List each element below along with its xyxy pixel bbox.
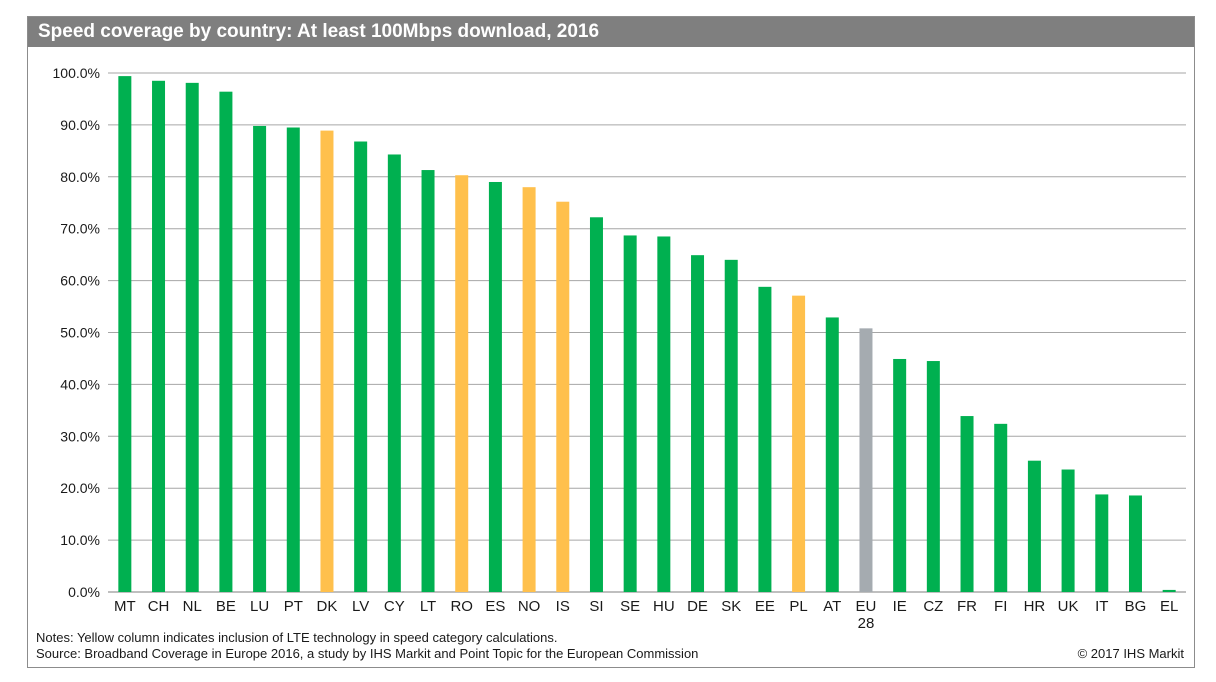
bar-fr	[960, 416, 974, 592]
x-tick-label: DK	[317, 598, 338, 615]
bar-cz	[926, 361, 940, 592]
x-tick-label: CY	[384, 598, 405, 615]
bar-dk	[320, 130, 334, 593]
y-tick-label: 40.0%	[60, 376, 100, 392]
x-tick-label: BG	[1125, 598, 1147, 615]
x-tick-label: IS	[556, 598, 570, 615]
bar-be	[219, 91, 233, 593]
bar-ro	[455, 175, 469, 593]
chart-notes: Notes: Yellow column indicates inclusion…	[36, 630, 698, 662]
bar-hr	[1027, 460, 1041, 592]
chart-title: Speed coverage by country: At least 100M…	[28, 17, 1194, 47]
chart-frame: Speed coverage by country: At least 100M…	[27, 16, 1195, 668]
x-tick-label: CZ	[923, 598, 943, 615]
x-tick-label: RO	[450, 598, 473, 615]
y-tick-label: 70.0%	[60, 221, 100, 237]
bar-hu	[657, 236, 671, 593]
bar-se	[623, 235, 637, 592]
bar-at	[825, 317, 839, 592]
x-tick-label: FR	[957, 598, 977, 615]
x-tick-label: LU	[250, 598, 269, 615]
y-tick-label: 80.0%	[60, 169, 100, 185]
bar-de	[691, 255, 705, 593]
x-tick-label: MT	[114, 598, 136, 615]
x-tick-label: EE	[755, 598, 775, 615]
bar-pl	[792, 295, 806, 592]
x-tick-label: UK	[1058, 598, 1079, 615]
y-tick-label: 0.0%	[68, 584, 100, 600]
bar-si	[589, 217, 603, 592]
y-tick-label: 60.0%	[60, 273, 100, 289]
bar-el	[1162, 589, 1176, 592]
x-tick-label: NO	[518, 598, 541, 615]
x-tick-label: IE	[893, 598, 907, 615]
bar-eu-28	[859, 328, 873, 592]
y-tick-label: 90.0%	[60, 117, 100, 133]
x-tick-label: CH	[148, 598, 170, 615]
x-tick-label: SK	[721, 598, 741, 615]
bar-is	[556, 201, 570, 592]
y-tick-label: 30.0%	[60, 428, 100, 444]
x-tick-label: PT	[284, 598, 303, 615]
x-tick-label: EU	[856, 598, 877, 615]
bar-uk	[1061, 469, 1075, 592]
x-tick-label: PL	[789, 598, 807, 615]
bar-chart: 0.0% 10.0% 20.0% 30.0% 40.0% 50.0% 60.0% 70.0% 8…	[53, 65, 1186, 632]
x-tick-label: SI	[589, 598, 603, 615]
bar-ch	[152, 80, 166, 592]
y-tick-label: 10.0%	[60, 532, 100, 548]
notes-line: Notes: Yellow column indicates inclusion…	[36, 630, 558, 645]
bar-ee	[758, 286, 772, 592]
bar-nl	[185, 82, 199, 593]
bar-cy	[387, 154, 401, 593]
x-tick-label: FI	[994, 598, 1007, 615]
x-tick-label: ES	[485, 598, 505, 615]
x-tick-label: LV	[352, 598, 369, 615]
y-tick-label: 20.0%	[60, 480, 100, 496]
x-tick-label: LT	[420, 598, 436, 615]
bar-lt	[421, 170, 435, 593]
bar-bg	[1128, 495, 1142, 592]
x-tick-label: DE	[687, 598, 708, 615]
x-tick-label: AT	[823, 598, 841, 615]
x-tick-label: EL	[1160, 598, 1178, 615]
x-tick-label: IT	[1095, 598, 1108, 615]
copyright-text: © 2017 IHS Markit	[1077, 646, 1184, 661]
source-line: Source: Broadband Coverage in Europe 201…	[36, 646, 699, 661]
bar-it	[1095, 494, 1109, 592]
bar-pt	[286, 127, 300, 592]
x-tick-label: BE	[216, 598, 236, 615]
x-tick-label: 28	[858, 615, 875, 632]
y-tick-label: 50.0%	[60, 325, 100, 341]
x-tick-label: NL	[183, 598, 202, 615]
bar-ie	[893, 358, 907, 592]
x-tick-label: HR	[1024, 598, 1046, 615]
bar-sk	[724, 259, 738, 592]
bar-es	[488, 181, 502, 593]
y-tick-label: 100.0%	[53, 65, 100, 81]
bar-no	[522, 187, 536, 592]
x-tick-label: HU	[653, 598, 675, 615]
x-tick-label: SE	[620, 598, 640, 615]
bar-lu	[253, 125, 267, 592]
bar-lv	[354, 141, 368, 592]
bar-fi	[994, 423, 1008, 592]
bar-mt	[118, 76, 132, 593]
